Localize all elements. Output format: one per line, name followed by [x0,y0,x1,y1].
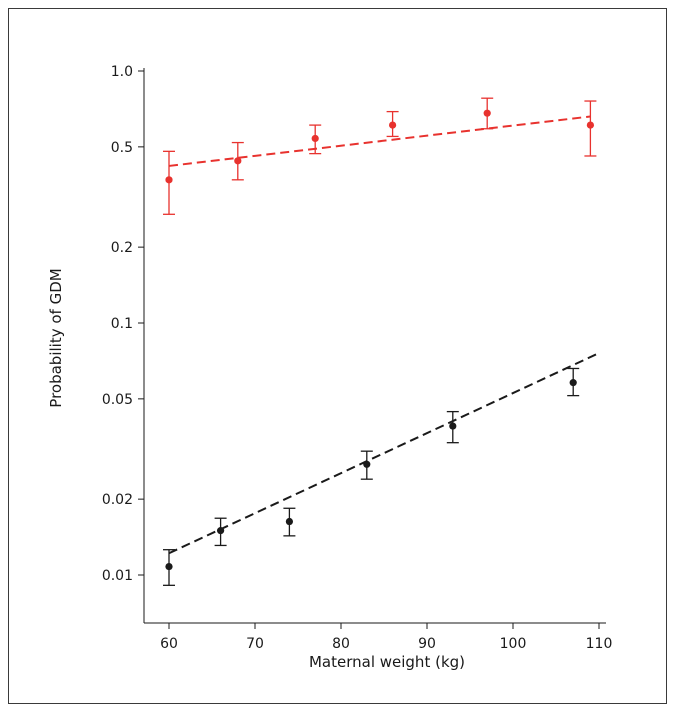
y-tick-label: 0.5 [111,140,133,156]
x-tick-label: 80 [332,636,350,652]
x-tick-label: 70 [246,636,264,652]
data-point [569,379,577,387]
fit-line [168,352,600,555]
data-point [586,121,595,129]
data-point [165,176,173,184]
error-bars [163,97,597,586]
fit-lines [168,115,600,555]
data-point [449,422,457,430]
x-tick-label: 110 [586,636,613,652]
data-point [165,562,173,571]
y-ticks: 0.01 0.02 0.05 0.1 0.2 0.5 1.0 [102,64,144,584]
x-axis-title: Maternal weight (kg) [309,653,465,671]
data-point [389,121,397,129]
data-point [363,460,371,468]
y-tick-label: 0.2 [111,240,133,256]
x-tick-label: 90 [418,636,436,652]
data-points [165,109,595,571]
figure-frame: 60 70 80 90 100 110 0.01 0.02 0.05 0.1 0.2 0.5 1.0 … [8,8,667,704]
y-tick-label: 0.02 [102,492,133,508]
data-point [285,517,293,526]
data-point [483,109,491,117]
y-tick-label: 0.1 [111,316,133,332]
data-point [311,134,319,143]
gdm-probability-chart: 60 70 80 90 100 110 0.010.020.050.10.20.51.0 … [47,64,612,671]
axes [143,68,606,624]
y-tick-label: 0.05 [102,392,133,408]
y-tick-label: 0.01 [102,568,133,584]
data-point [234,157,242,165]
x-tick-label: 100 [500,636,527,652]
data-point [217,527,225,535]
x-tick-label: 60 [160,636,178,652]
y-tick-label: 1.0 [111,64,133,80]
y-axis-title: Probability of GDM [47,268,65,407]
x-ticks: 60 70 80 90 100 110 [160,623,612,652]
fit-line [168,115,591,167]
